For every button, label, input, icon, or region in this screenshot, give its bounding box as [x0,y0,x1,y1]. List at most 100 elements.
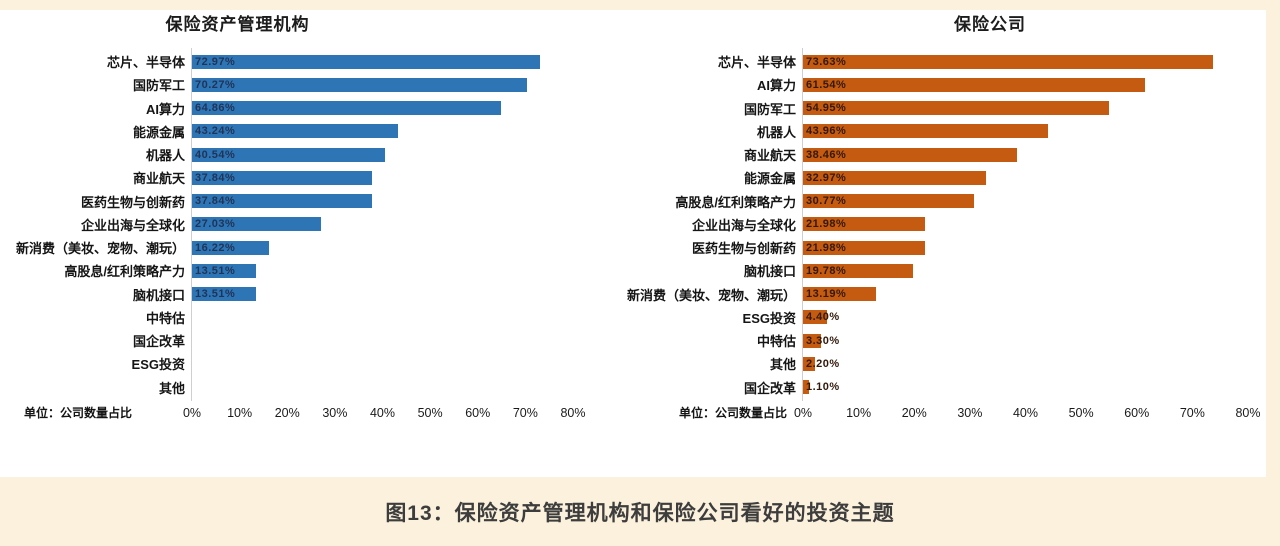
category-label: 能源金属 [132,124,185,140]
x-tick-label: 20% [274,406,300,420]
caption-band: 图13：保险资产管理机构和保险公司看好的投资主题 [0,477,1280,546]
bar-row: 商业航天 38.46% [615,143,1266,166]
bar-value-label: 37.84% [195,171,236,184]
x-tick-label: 30% [322,406,348,420]
x-tick-label: 50% [417,406,443,420]
bar [803,194,975,209]
category-label: 机器人 [145,148,185,164]
category-label: 新消费（美妆、宠物、潮玩） [626,287,796,303]
bar-track: 19.78% [803,263,1248,278]
bar-track: 38.46% [803,147,1248,162]
x-tick-label: 0% [182,406,202,420]
bar-track [192,334,573,348]
category-label: 商业航天 [132,171,185,187]
bar-track: 61.54% [803,77,1248,92]
bar [192,147,386,162]
bar-track: 64.86% [192,101,573,116]
bar-value-label: 2.20% [806,357,840,370]
category-label: 医药生物与创新药 [691,241,796,257]
bar-row: 芯片、半导体 73.63% [615,50,1266,73]
bar [803,124,1048,139]
bar [803,263,914,278]
category-label: 芯片、半导体 [717,55,796,71]
bar-value-label: 19.78% [806,264,847,277]
bar-value-label: 72.97% [195,55,236,68]
bar-track: 70.27% [192,77,573,92]
category-label: 国企改革 [132,334,185,350]
bar-track: 2.20% [803,356,1248,371]
category-label: 国防军工 [132,78,185,94]
bar-row: 国企改革 [10,329,595,352]
bar-value-label: 1.10% [806,381,840,394]
bar-track: 4.40% [803,310,1248,325]
bar-value-label: 73.63% [806,55,847,68]
bar-value-label: 40.54% [195,148,236,161]
bar-value-label: 30.77% [806,195,847,208]
bar-track: 13.51% [192,287,573,302]
bar-track: 37.84% [192,170,573,185]
bar-value-label: 43.96% [806,125,847,138]
bar [803,310,828,325]
category-label: AI算力 [756,78,796,94]
x-tick-label: 60% [465,406,491,420]
category-label: 高股息/红利策略产力 [64,264,185,280]
bar-row: 中特估 [10,306,595,329]
bar [192,170,373,185]
category-label: 脑机接口 [743,264,796,280]
bar-value-label: 3.30% [806,334,840,347]
bar-row: 能源金属 32.97% [615,166,1266,189]
bar [192,263,257,278]
x-axis: 0% 10% 20% 30% 40% 50% 60% 70% 80% [183,402,586,424]
bar [192,77,527,92]
bar-track: 43.24% [192,124,573,139]
bar [803,217,926,232]
y-axis-line [802,48,803,401]
bar-track: 30.77% [803,194,1248,209]
bar-value-label: 43.24% [195,125,236,138]
bar-track [192,380,573,394]
chart-insurance-companies: 保险公司 芯片、半导体 73.63% AI算力 61.54% 国防军工 54.95% 机器人… [615,8,1266,458]
bar-row: 脑机接口 19.78% [615,259,1266,282]
bar [803,333,822,348]
bar-row: 能源金属 43.24% [10,120,595,143]
bar-track: 13.51% [192,263,573,278]
bar-row: 国防军工 70.27% [10,73,595,96]
bar-row: 国企改革 1.10% [615,376,1266,399]
category-label: 其他 [158,380,185,396]
x-tick-label: 40% [369,406,396,420]
bar-row: 机器人 43.96% [615,120,1266,143]
bar-rows: 芯片、半导体 72.97% 国防军工 70.27% AI算力 64.86% 能源金属 43.2… [10,50,595,399]
category-label: 医药生物与创新药 [80,194,185,210]
bar-row: 新消费（美妆、宠物、潮玩） 13.19% [615,283,1266,306]
bar-row: ESG投资 [10,352,595,375]
bar-value-label: 38.46% [806,148,847,161]
bar [192,287,257,302]
bar-row: ESG投资 4.40% [615,306,1266,329]
bar-track: 21.98% [803,217,1248,232]
category-label: 企业出海与全球化 [691,217,796,233]
x-tick-label: 40% [1012,406,1039,420]
bar-value-label: 13.51% [195,264,236,277]
chart-insurance-asset-managers: 保险资产管理机构 芯片、半导体 72.97% 国防军工 70.27% AI算力 64.86… [10,8,595,458]
bar-track: 27.03% [192,217,573,232]
bar [803,240,926,255]
bar-row: 商业航天 37.84% [10,166,595,189]
x-tick-label: 30% [957,406,983,420]
category-label: 国企改革 [743,380,796,396]
category-label: 商业航天 [743,148,796,164]
bar-row: 企业出海与全球化 21.98% [615,213,1266,236]
chart-title: 保险资产管理机构 [165,15,310,34]
bar-row: 中特估 3.30% [615,329,1266,352]
x-tick-label: 80% [560,406,586,420]
category-label: ESG投资 [131,357,185,373]
bar-row: AI算力 64.86% [10,97,595,120]
x-tick-label: 80% [1235,406,1261,420]
bar-row: 医药生物与创新药 21.98% [615,236,1266,259]
bar-track: 1.10% [803,380,1248,395]
bar [192,194,373,209]
bar-row: 芯片、半导体 72.97% [10,50,595,73]
y-axis-line [191,48,192,401]
bar [803,170,987,185]
bar-track: 54.95% [803,101,1248,116]
bar [192,217,321,232]
